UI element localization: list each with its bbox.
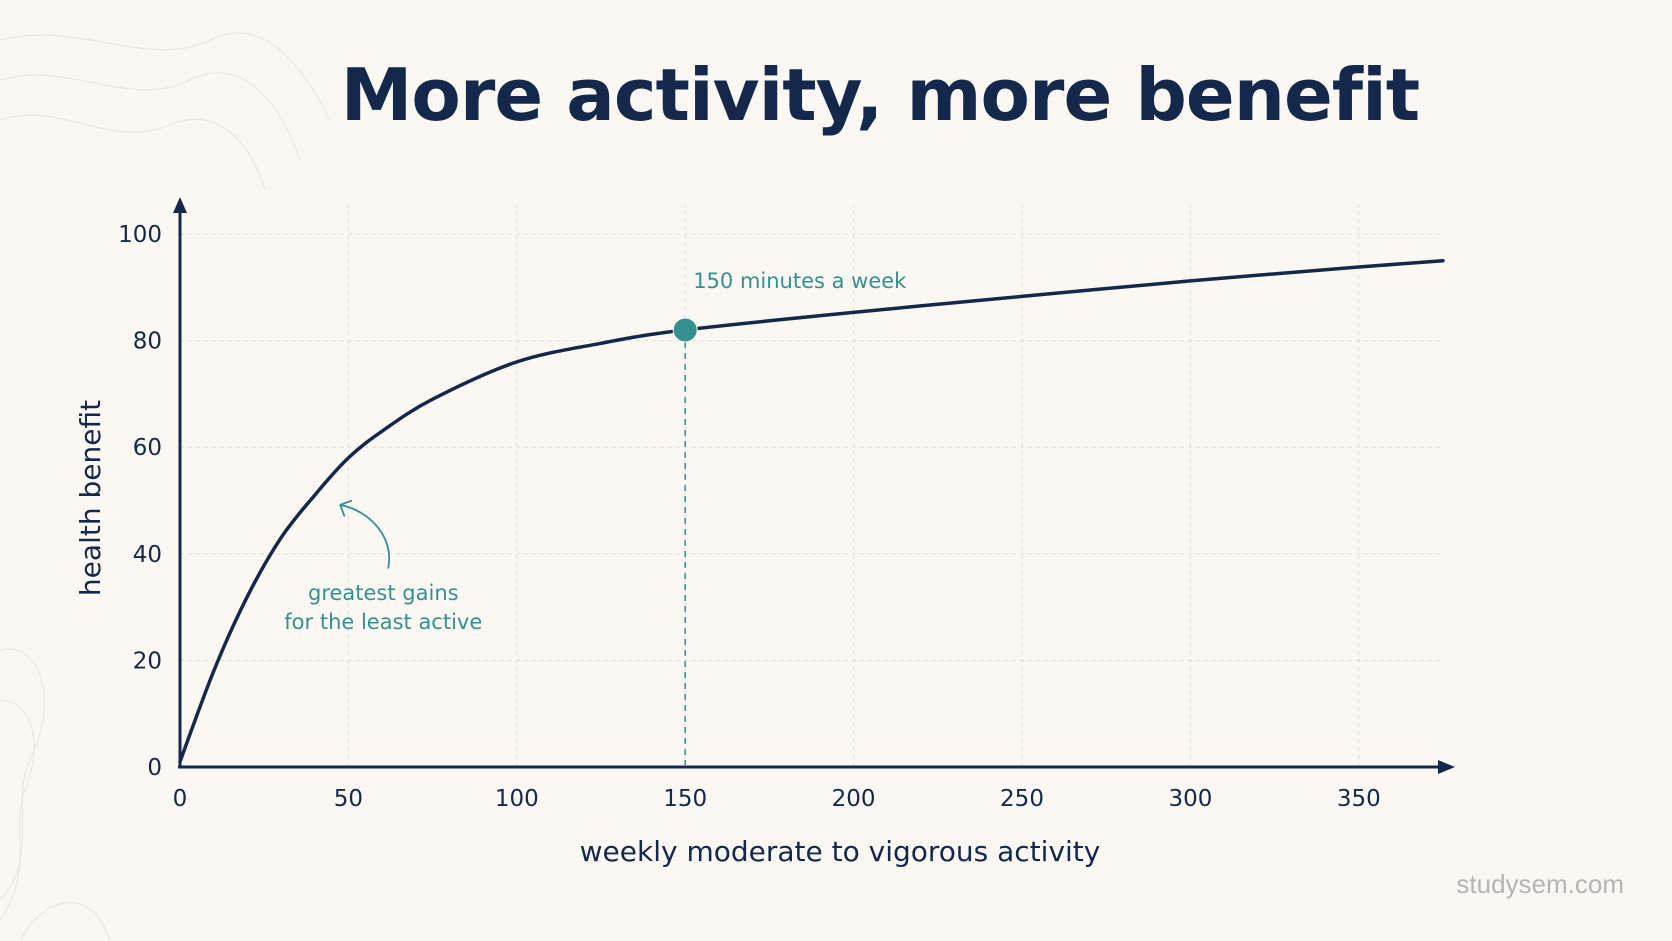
x-tick-labels: 0 50 100 150 200 250 300 350 [173, 786, 1381, 812]
y-tick-label: 20 [133, 648, 162, 674]
gains-annotation-line: for the least active [284, 610, 482, 634]
annotation-arrow-icon [339, 499, 391, 569]
x-tick-label: 350 [1337, 786, 1381, 812]
watermark: studysem.com [1456, 869, 1624, 899]
x-tick-label: 300 [1168, 786, 1212, 812]
y-axis-arrow-icon [173, 197, 187, 213]
x-tick-label: 50 [334, 786, 363, 812]
gains-annotation-label: greatest gains for the least active [284, 581, 482, 634]
x-axis-label: weekly moderate to vigorous activity [580, 835, 1101, 868]
topographic-background [0, 32, 331, 941]
y-axis-label: health benefit [74, 400, 107, 596]
y-tick-labels: 0 20 40 60 80 100 [118, 222, 162, 781]
x-axis-arrow-icon [1438, 760, 1455, 774]
y-tick-label: 100 [118, 222, 162, 248]
highlight-point [672, 317, 698, 343]
x-tick-label: 100 [495, 786, 539, 812]
axes [173, 197, 1455, 774]
y-tick-label: 80 [133, 329, 162, 355]
x-tick-label: 150 [663, 786, 707, 812]
chart-title: More activity, more benefit [341, 53, 1419, 137]
y-tick-label: 40 [133, 542, 162, 568]
x-tick-label: 0 [173, 786, 188, 812]
highlight-label: 150 minutes a week [693, 269, 907, 293]
x-tick-label: 200 [832, 786, 876, 812]
y-tick-label: 0 [147, 755, 162, 781]
y-tick-label: 60 [133, 435, 162, 461]
x-tick-label: 250 [1000, 786, 1044, 812]
series-line [178, 258, 1445, 764]
gains-annotation-line: greatest gains [308, 581, 459, 605]
